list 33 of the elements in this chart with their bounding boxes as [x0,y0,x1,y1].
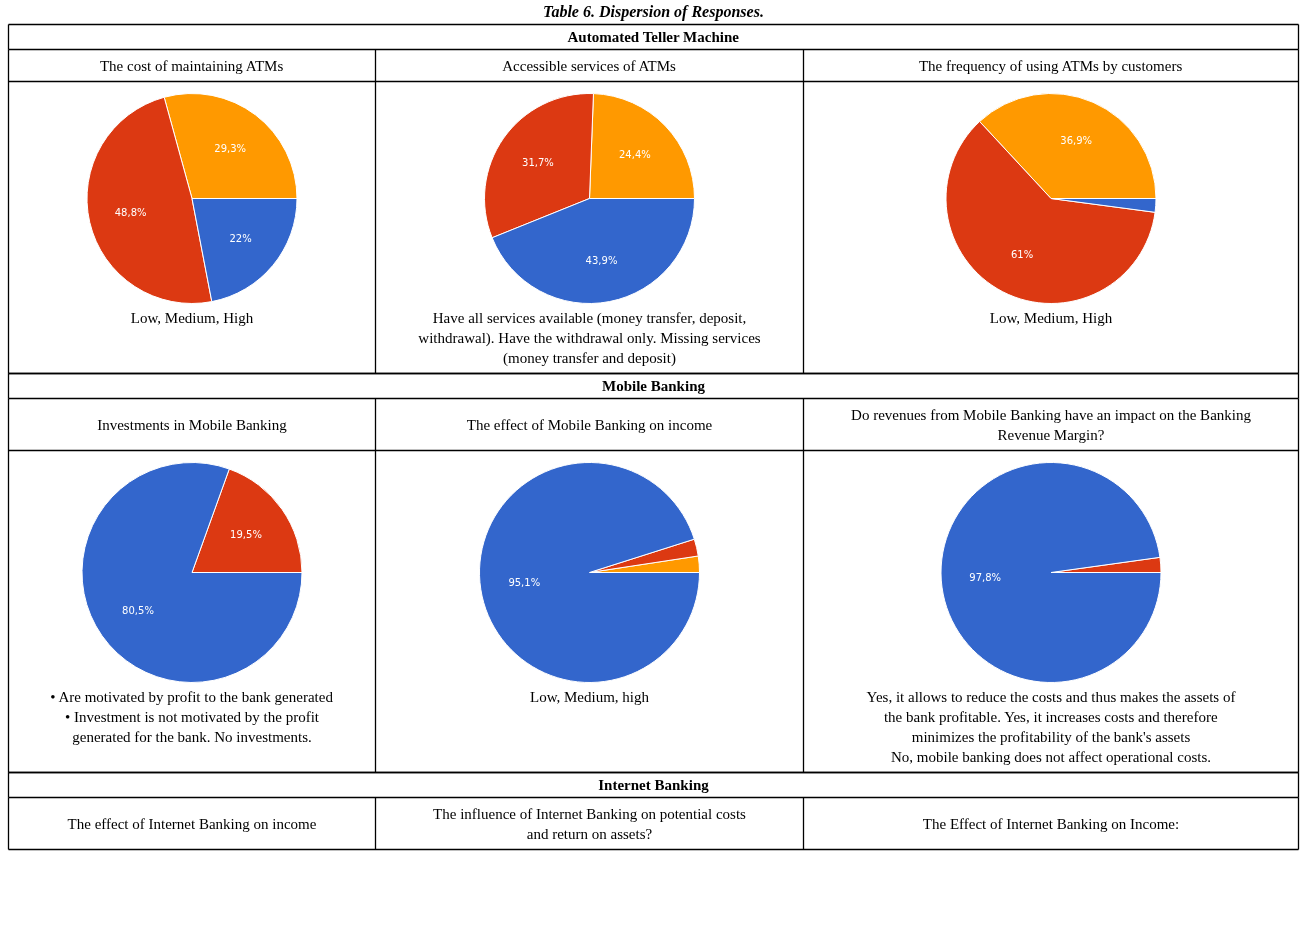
text: • Investment is not motivated by the profit generated for the bank. No investments. [65,708,320,745]
text: Automated Teller Machine [567,28,740,45]
text: Have all services available (money transfer, deposit, withdrawal). Have the withdrawal only. Missing services (money transfer and deposit) [418,309,761,367]
data-label: 97,8% [969,571,1002,583]
data-label: 61% [1010,248,1034,260]
text: Low, Medium, high [529,688,650,705]
chart-title: Do revenues from Mobile Banking have an impact on the Banking Revenue Margin? [851,406,1252,443]
text: Table 6. Dispersion of Responses. [543,2,764,21]
chart-title: Investments in Mobile Banking [97,416,288,433]
data-label: 31,7% [522,156,554,168]
text: Low, Medium, High [989,309,1113,326]
data-label: 24,4% [619,149,651,161]
text: • Are motivated by profit to the bank generated [50,688,334,705]
chart-title: Accessible services of ATMs [502,57,677,74]
data-label: 29,3% [214,142,247,154]
data-label: 19,5% [230,529,262,541]
text: Mobile Banking [602,377,706,394]
chart-title: The effect of Mobile Banking on income [466,416,713,433]
text: Yes, it allows to reduce the costs and thus makes the assets of the bank profitable. Yes, it increases costs and therefore minimizes the profitability of the bank's assets [866,688,1236,745]
text: The effect of Internet Banking on income [67,815,317,832]
text: No, mobile banking does not affect operational costs. [890,748,1212,765]
data-label: 80,5% [122,604,154,616]
data-label: 48,8% [114,207,147,219]
chart-title: The cost of maintaining ATMs [99,57,284,74]
text: The Effect of Internet Banking on Income: [922,815,1180,832]
data-label: 43,9% [585,254,618,266]
chart-title: The frequency of using ATMs by customers [918,57,1183,74]
data-label: 22% [229,233,252,245]
text: Low, Medium, High [130,309,254,326]
text: The influence of Internet Banking on potential costs and return on assets? [433,805,747,842]
data-label: 95,1% [508,577,541,589]
data-label: 36,9% [1060,135,1093,147]
text: Internet Banking [598,776,710,793]
